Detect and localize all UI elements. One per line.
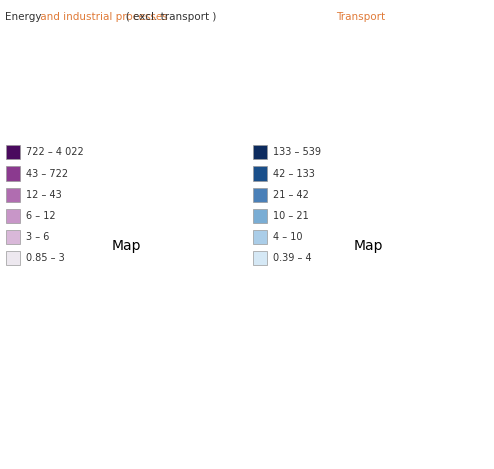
Text: Map: Map: [111, 239, 141, 253]
Text: 42 – 133: 42 – 133: [273, 168, 315, 179]
Text: Map: Map: [353, 239, 383, 253]
Text: 6 – 12: 6 – 12: [26, 211, 55, 221]
Text: Transport: Transport: [336, 12, 385, 22]
Text: 0.85 – 3: 0.85 – 3: [26, 253, 64, 263]
Text: 722 – 4 022: 722 – 4 022: [26, 147, 83, 158]
Text: 3 – 6: 3 – 6: [26, 232, 49, 242]
Text: 4 – 10: 4 – 10: [273, 232, 302, 242]
Text: Energy: Energy: [5, 12, 41, 22]
Text: 21 – 42: 21 – 42: [273, 189, 309, 200]
Text: and industrial processes: and industrial processes: [37, 12, 168, 22]
Text: 133 – 539: 133 – 539: [273, 147, 321, 158]
Text: 0.39 – 4: 0.39 – 4: [273, 253, 311, 263]
Text: ( excl. transport ): ( excl. transport ): [116, 12, 216, 22]
Text: 43 – 722: 43 – 722: [26, 168, 68, 179]
Text: 12 – 43: 12 – 43: [26, 189, 61, 200]
Text: 10 – 21: 10 – 21: [273, 211, 308, 221]
